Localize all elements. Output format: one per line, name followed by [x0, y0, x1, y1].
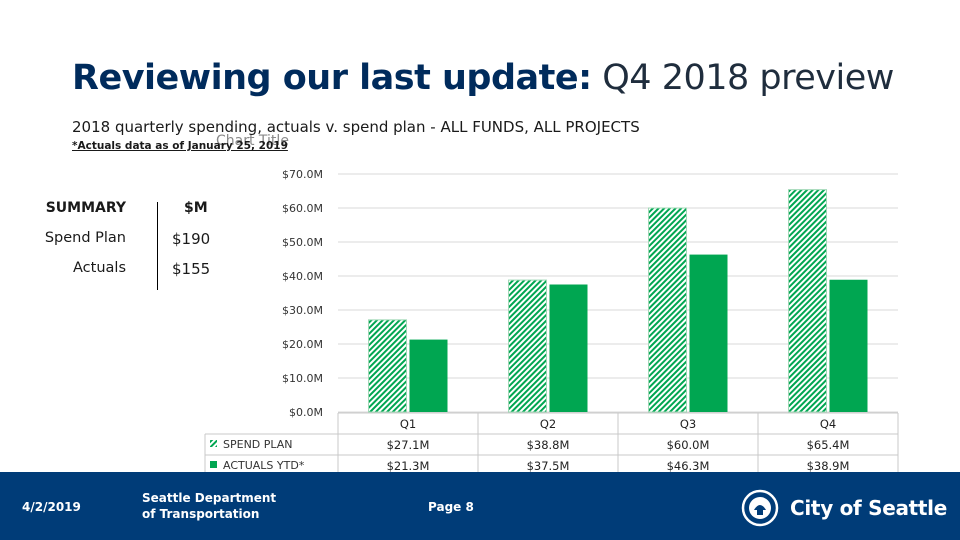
x-tick-label: Q1: [400, 417, 416, 431]
summary-divider: [157, 202, 158, 290]
data-label: $38.8M: [527, 438, 570, 452]
page-title: Reviewing our last update: Q4 2018 previ…: [72, 58, 894, 98]
x-tick-label: Q4: [820, 417, 836, 431]
y-tick-label: $60.0M: [282, 202, 323, 215]
bar-spend-plan: [788, 189, 827, 413]
data-label: $65.4M: [807, 438, 850, 452]
footer-department: Seattle Department of Transportation: [142, 491, 277, 521]
bar-spend-plan: [508, 279, 547, 413]
data-label: $27.1M: [387, 438, 430, 452]
legend-key-actuals: [210, 461, 217, 468]
summary-row-label: Spend Plan: [44, 230, 126, 246]
data-table: Q1 Q2 Q3 Q4 SPEND PLAN $27.1M $38.8M $60.0M $65.…: [204, 412, 899, 472]
chart-subtitle: 2018 quarterly spending, actuals v. spen…: [72, 118, 640, 136]
x-tick-label: Q3: [680, 417, 696, 431]
data-label: $46.3M: [667, 459, 710, 472]
bar-actuals: [409, 339, 448, 412]
y-tick-label: $10.0M: [282, 372, 323, 385]
y-tick-label: $20.0M: [282, 338, 323, 351]
bar-actuals: [829, 279, 868, 412]
footer-date: 4/2/2019: [22, 500, 81, 514]
data-note: *Actuals data as of January 25, 2019: [72, 140, 288, 152]
legend-label: ACTUALS YTD*: [223, 459, 305, 472]
bar-spend-plan: [368, 319, 407, 413]
summary-table: SUMMARY $M Spend Plan $190 Actuals $155: [45, 200, 240, 290]
page-title-bold: Reviewing our last update:: [72, 58, 592, 98]
bar-spend-plan: [648, 207, 687, 413]
bar-actuals: [689, 254, 728, 412]
summary-row: Spend Plan $190: [45, 230, 240, 260]
legend-label: SPEND PLAN: [223, 438, 293, 451]
page-title-rest: Q4 2018 preview: [602, 58, 894, 98]
page-number: Page 8: [428, 500, 474, 514]
chart-title: Chart Title: [216, 133, 289, 149]
x-tick-label: Q2: [540, 417, 556, 431]
data-label: $37.5M: [527, 459, 570, 472]
summary-row: Actuals $155: [60, 260, 240, 290]
city-logo-text: City of Seattle: [790, 496, 948, 520]
y-tick-label: $0.0M: [289, 406, 323, 419]
bar-actuals: [549, 284, 588, 412]
y-tick-label: $50.0M: [282, 236, 323, 249]
y-axis-ticks: $0.0M $10.0M $20.0M $30.0M $40.0M $50.0M $60.0…: [282, 168, 323, 419]
summary-row-value: $190: [172, 230, 211, 248]
y-tick-label: $40.0M: [282, 270, 323, 283]
y-tick-label: $30.0M: [282, 304, 323, 317]
footer: 4/2/2019 Seattle Department of Transport…: [0, 472, 960, 540]
y-tick-label: $70.0M: [282, 168, 323, 181]
summary-row-value: $155: [172, 260, 211, 278]
bars: [368, 189, 868, 413]
data-label: $60.0M: [667, 438, 710, 452]
summary-header-unit: $M: [184, 200, 208, 216]
summary-header-row: SUMMARY $M: [46, 200, 240, 230]
bar-chart: $0.0M $10.0M $20.0M $30.0M $40.0M $50.0M $60.0…: [204, 168, 899, 472]
data-label: $21.3M: [387, 459, 430, 472]
city-logo: City of Seattle: [740, 488, 950, 528]
legend-key-spend-plan: [210, 440, 217, 447]
city-seal-icon: [741, 489, 779, 527]
summary-header-label: SUMMARY: [45, 200, 126, 216]
data-label: $38.9M: [807, 459, 850, 472]
summary-row-label: Actuals: [73, 260, 126, 276]
